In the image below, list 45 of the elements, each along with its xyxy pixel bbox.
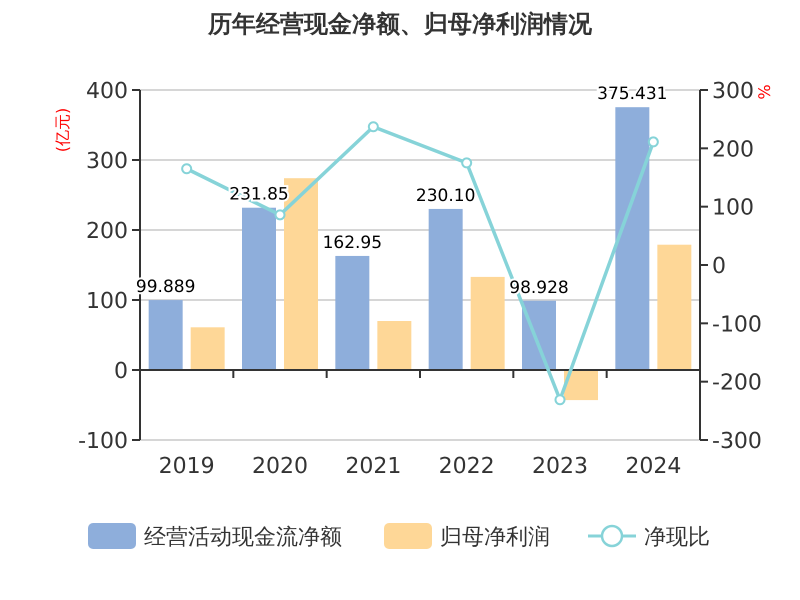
bar	[657, 244, 692, 370]
data-label: 231.85	[229, 184, 289, 205]
x-tick-label: 2020	[252, 454, 308, 479]
bar	[615, 107, 650, 370]
bar	[377, 321, 412, 370]
x-tick-label: 2022	[438, 454, 495, 479]
bar	[242, 208, 276, 370]
y-tick-label: 400	[86, 79, 128, 104]
y-tick-label: 300	[86, 149, 128, 174]
y-tick-label: 200	[86, 219, 128, 244]
legend-label: 经营活动现金流净额	[144, 525, 342, 550]
y-tick-label: 100	[86, 289, 128, 314]
x-tick-label: 2023	[532, 454, 588, 479]
x-tick-label: 2024	[625, 454, 682, 479]
point	[274, 209, 286, 220]
point	[181, 163, 192, 174]
point	[554, 394, 566, 406]
bar	[335, 256, 370, 370]
x-tick-label: 2021	[345, 454, 402, 479]
data-label: 162.95	[322, 232, 382, 253]
bar	[148, 300, 183, 370]
y2-tick-label: -200	[712, 370, 762, 396]
legend-label: 净现比	[644, 525, 710, 550]
y-tick-label: -100	[78, 429, 128, 454]
data-label: 230.10	[416, 186, 476, 206]
y2-tick-label: -100	[712, 312, 762, 338]
y2-tick-label: 100	[712, 196, 754, 221]
point	[368, 121, 379, 132]
data-label: 375.431	[597, 84, 668, 104]
y2-tick-label: 300	[712, 79, 754, 104]
point	[461, 157, 472, 168]
y2-tick-label: 200	[712, 137, 754, 162]
point	[648, 136, 659, 148]
y2-tick-label: 0	[712, 254, 726, 279]
y-axis-title: (亿元)	[53, 108, 72, 152]
y2-axis-title: %	[755, 84, 774, 100]
y2-tick-label: -300	[712, 429, 762, 454]
legend-label: 归母净利润	[440, 525, 550, 550]
bar	[428, 208, 463, 370]
data-label: 98.928	[509, 278, 569, 298]
bar	[470, 276, 505, 370]
bar	[190, 327, 225, 370]
x-tick-label: 2019	[158, 454, 215, 479]
chart-title: 历年经营现金净额、归母净利润情况	[207, 10, 593, 38]
y-tick-label: 0	[114, 359, 128, 384]
